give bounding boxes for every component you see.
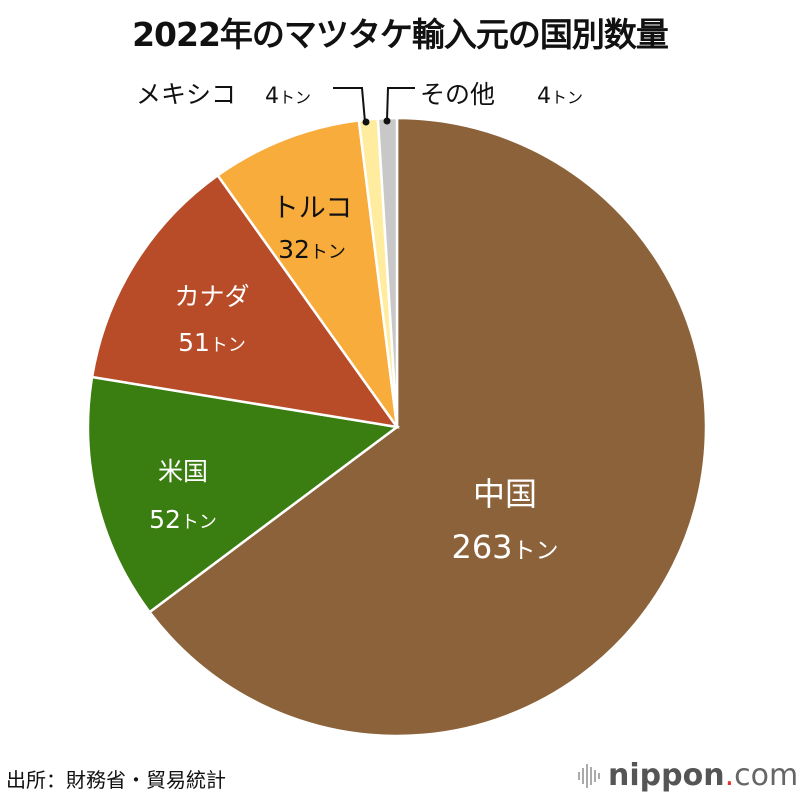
- slice-value-2: 51トン: [178, 328, 246, 357]
- logo-brand: nippon: [608, 758, 725, 793]
- nippon-logo: nippon.com: [578, 758, 798, 793]
- slice-label-1: 米国: [158, 457, 208, 486]
- callout-value-mexico: 4トン: [265, 84, 311, 109]
- source-note: 出所：財務省・貿易統計: [6, 768, 226, 792]
- callout-dot-other: [383, 117, 391, 125]
- slice-value-0: 263トン: [451, 528, 558, 566]
- pie-slice-2: [90, 173, 400, 429]
- pie-slice-0: [147, 116, 708, 738]
- callout-dot-mexico: [362, 118, 370, 126]
- logo-tld: com: [734, 758, 799, 793]
- slice-label-0: 中国: [473, 475, 537, 513]
- logo-dot: .: [724, 758, 735, 793]
- callout-label-other: その他: [420, 80, 495, 109]
- slice-label-2: カナダ: [174, 282, 249, 311]
- pie-slice-3: [215, 118, 399, 428]
- slice-label-3: トルコ: [272, 193, 352, 224]
- chart-title: 2022年のマツタケ輸入元の国別数量: [132, 15, 669, 54]
- callout-label-mexico: メキシコ: [136, 80, 236, 109]
- callout-line-mexico: [333, 87, 366, 123]
- sound-wave-icon: [578, 764, 600, 788]
- callout-line-other: [386, 87, 415, 121]
- callout-value-other: 4トン: [537, 84, 583, 109]
- pie-slice-1: [86, 375, 401, 614]
- slice-value-1: 52トン: [149, 505, 217, 534]
- slice-value-3: 32トン: [278, 235, 346, 264]
